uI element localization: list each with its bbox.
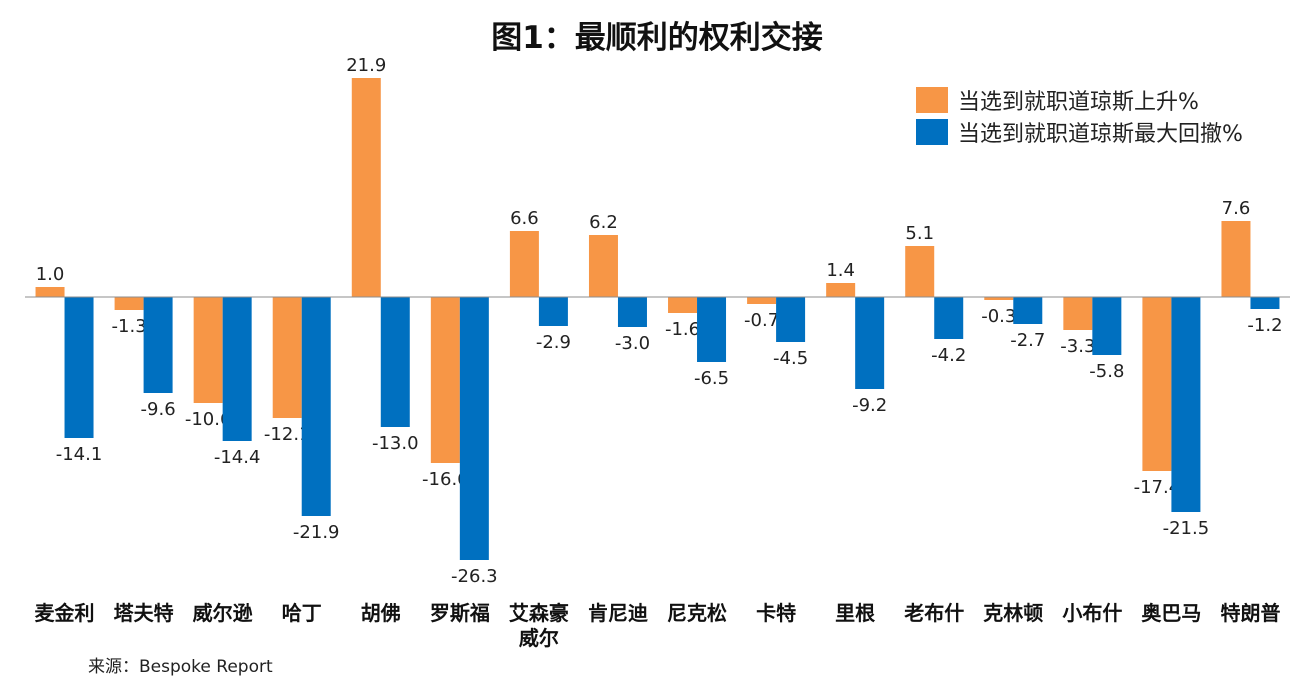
data-label: -10.6 xyxy=(185,409,232,430)
category-label: 尼克松 xyxy=(667,601,727,625)
data-label: -1.3 xyxy=(112,316,147,337)
data-label: -6.5 xyxy=(694,368,729,389)
data-label: 6.2 xyxy=(589,212,618,233)
category-label: 威尔逊 xyxy=(193,601,253,625)
bar-drawdown xyxy=(538,297,568,326)
legend-label-drawdown: 当选到就职道琼斯最大回撤% xyxy=(958,122,1243,147)
bar-rise xyxy=(35,287,65,297)
data-label: -0.3 xyxy=(981,306,1016,327)
category-label: 艾森豪 xyxy=(509,601,569,625)
data-label: -9.6 xyxy=(141,399,176,420)
bar-drawdown xyxy=(776,297,806,342)
source-note: 来源：Bespoke Report xyxy=(88,657,273,677)
bar-rise xyxy=(509,231,539,297)
bar-rise xyxy=(905,246,935,297)
category-label: 里根 xyxy=(835,601,875,625)
bar-rise xyxy=(430,297,460,463)
bar-drawdown xyxy=(934,297,964,339)
data-label: 1.0 xyxy=(36,264,65,285)
bar-rise xyxy=(1221,221,1251,297)
chart-title: 图1：最顺利的权利交接 xyxy=(491,20,823,56)
category-label: 肯尼迪 xyxy=(588,601,648,625)
data-label: 7.6 xyxy=(1222,198,1251,219)
category-label: 麦金利 xyxy=(35,601,95,625)
category-label: 小布什 xyxy=(1062,601,1122,625)
category-label: 罗斯福 xyxy=(430,601,490,625)
category-label: 威尔 xyxy=(519,626,559,650)
data-label: 6.6 xyxy=(510,208,539,229)
data-label: 1.4 xyxy=(826,260,855,281)
data-label: -4.2 xyxy=(931,345,966,366)
bar-drawdown xyxy=(301,297,331,516)
data-label: -2.9 xyxy=(536,332,571,353)
category-label: 特朗普 xyxy=(1220,601,1280,625)
bar-drawdown xyxy=(697,297,727,362)
data-label: -1.2 xyxy=(1247,315,1282,336)
data-label: -1.6 xyxy=(665,319,700,340)
bar-rise xyxy=(984,297,1014,300)
legend: 当选到就职道琼斯上升% 当选到就职道琼斯最大回撤% xyxy=(916,84,1276,148)
data-label: 5.1 xyxy=(905,223,934,244)
category-label: 哈丁 xyxy=(282,601,322,625)
bar-rise xyxy=(114,297,144,310)
bar-drawdown xyxy=(855,297,885,389)
data-label: -21.9 xyxy=(293,522,340,543)
category-label: 老布什 xyxy=(904,601,964,625)
bar-rise xyxy=(747,297,777,304)
bar-drawdown xyxy=(222,297,252,441)
legend-label-rise: 当选到就职道琼斯上升% xyxy=(958,90,1199,115)
data-label: -4.5 xyxy=(773,348,808,369)
data-label: -17.4 xyxy=(1134,477,1181,498)
bar-rise xyxy=(668,297,698,313)
bar-drawdown xyxy=(1250,297,1280,309)
bar-rise xyxy=(1142,297,1172,471)
category-label: 塔夫特 xyxy=(114,601,174,625)
bar-rise xyxy=(1063,297,1093,330)
data-label: -16.6 xyxy=(422,469,469,490)
bar-rise xyxy=(272,297,302,418)
bar-rise xyxy=(193,297,223,403)
legend-swatch-drawdown xyxy=(916,119,948,145)
data-label: -3.0 xyxy=(615,333,650,354)
data-label: -5.8 xyxy=(1089,361,1124,382)
bar-drawdown xyxy=(1171,297,1201,512)
bar-drawdown xyxy=(459,297,489,560)
category-label: 卡特 xyxy=(756,601,796,625)
data-label: 21.9 xyxy=(346,55,386,76)
data-label: -12.1 xyxy=(264,424,311,445)
bar-rise xyxy=(588,235,618,297)
data-label: -0.7 xyxy=(744,310,779,331)
bar-drawdown xyxy=(64,297,94,438)
legend-swatch-rise xyxy=(916,87,948,113)
bar-rise xyxy=(826,283,856,297)
data-label: -21.5 xyxy=(1163,518,1210,539)
data-label: -9.2 xyxy=(852,395,887,416)
bar-drawdown xyxy=(380,297,410,427)
data-label: -3.3 xyxy=(1060,336,1095,357)
legend-item-drawdown: 当选到就职道琼斯最大回撤% xyxy=(916,116,1276,148)
data-label: -26.3 xyxy=(451,566,498,587)
data-label: -14.4 xyxy=(214,447,261,468)
bar-drawdown xyxy=(1013,297,1043,324)
category-label: 胡佛 xyxy=(361,601,401,625)
bar-drawdown xyxy=(617,297,647,327)
bar-rise xyxy=(351,78,381,297)
data-label: -13.0 xyxy=(372,433,419,454)
bar-drawdown xyxy=(143,297,173,393)
category-label: 奥巴马 xyxy=(1141,601,1201,625)
legend-item-rise: 当选到就职道琼斯上升% xyxy=(916,84,1276,116)
data-label: -14.1 xyxy=(56,444,103,465)
category-label: 克林顿 xyxy=(983,601,1043,625)
bar-drawdown xyxy=(1092,297,1122,355)
data-label: -2.7 xyxy=(1010,330,1045,351)
